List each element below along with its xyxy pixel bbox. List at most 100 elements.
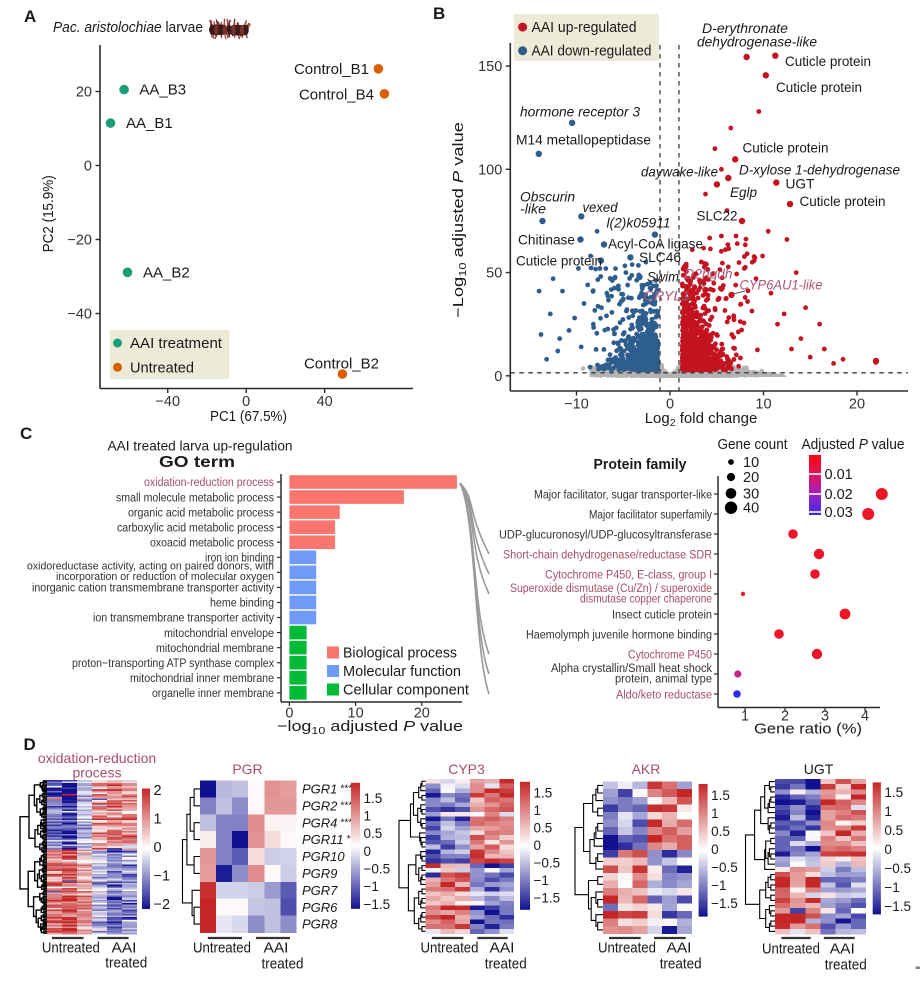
svg-text:dehydrogenase-like: dehydrogenase-like: [697, 35, 817, 50]
svg-text:PGR2 ***: PGR2 ***: [302, 798, 353, 813]
svg-text:Major facilitator superfamily: Major facilitator superfamily: [589, 507, 713, 521]
svg-text:PC1 (67.5%): PC1 (67.5%): [210, 408, 287, 425]
svg-text:CYP6AU1-like: CYP6AU1-like: [740, 278, 823, 293]
svg-text:40: 40: [743, 501, 759, 517]
svg-text:ion transmembrane transporter: ion transmembrane transporter activity: [93, 611, 275, 625]
svg-text:0: 0: [494, 369, 502, 385]
svg-text:proton−transporting ATP syntha: proton−transporting ATP synthase complex: [72, 656, 275, 670]
svg-text:40: 40: [317, 394, 333, 410]
svg-text:10: 10: [743, 455, 759, 471]
svg-text:PGR10: PGR10: [302, 849, 345, 864]
svg-text:Major facilitator, sugar trans: Major facilitator, sugar transporter-lik…: [534, 487, 712, 501]
svg-text:l(2)k05911: l(2)k05911: [607, 216, 671, 231]
svg-text:Chitinase: Chitinase: [518, 233, 575, 248]
svg-text:−Log10 adjusted P value: −Log10 adjusted P value: [450, 122, 469, 318]
svg-text:vexed: vexed: [583, 200, 619, 215]
svg-text:Cuticle protein: Cuticle protein: [743, 141, 829, 156]
svg-text:Cuticle protein: Cuticle protein: [800, 194, 886, 209]
svg-text:process: process: [72, 765, 121, 781]
svg-text:Control_B4: Control_B4: [299, 86, 374, 103]
svg-text:AA_B3: AA_B3: [139, 82, 186, 99]
svg-text:PC2 (15.9%): PC2 (15.9%): [40, 175, 57, 252]
svg-text:Untreated: Untreated: [193, 941, 251, 957]
svg-text:0.03: 0.03: [825, 505, 853, 521]
svg-text:inorganic cation transmembrane: inorganic cation transmembrane transport…: [32, 581, 275, 595]
svg-text:GO term: GO term: [159, 454, 235, 471]
svg-text:Haemolymph juvenile hormone bi: Haemolymph juvenile hormone binding: [526, 627, 712, 641]
svg-text:carboxylic acid metabolic proc: carboxylic acid metabolic process: [117, 520, 274, 534]
svg-text:Log2 fold change: Log2 fold change: [645, 410, 758, 429]
svg-text:1: 1: [154, 811, 162, 827]
svg-text:Cuticle protein: Cuticle protein: [776, 80, 862, 95]
svg-text:10: 10: [755, 397, 771, 413]
svg-text:Pac. aristolochiae larvae: Pac. aristolochiae larvae: [53, 20, 203, 36]
svg-text:AA_B2: AA_B2: [143, 264, 190, 281]
svg-text:PGR11 *: PGR11 *: [302, 832, 351, 847]
svg-text:Eglp: Eglp: [730, 185, 757, 200]
svg-text:mitochondrial membrane: mitochondrial membrane: [156, 641, 274, 655]
svg-text:heme binding: heme binding: [210, 596, 274, 610]
svg-text:−1: −1: [154, 868, 171, 884]
svg-text:AAI down-regulated: AAI down-regulated: [532, 43, 652, 60]
svg-text:Insect cuticle protein: Insect cuticle protein: [612, 607, 712, 621]
svg-text:50: 50: [486, 266, 502, 282]
svg-text:UGT: UGT: [786, 177, 816, 192]
svg-text:−2: −2: [154, 897, 171, 913]
svg-text:1: 1: [364, 809, 372, 824]
svg-text:Protein family: Protein family: [594, 457, 687, 473]
svg-text:daywake-like: daywake-like: [641, 165, 718, 180]
svg-text:PGR8: PGR8: [302, 917, 338, 932]
svg-text:Control_B1: Control_B1: [294, 61, 369, 78]
svg-text:Swim: Swim: [647, 270, 679, 285]
svg-text:20: 20: [849, 397, 865, 413]
svg-text:Molecular function: Molecular function: [343, 663, 461, 680]
svg-text:UDP-glucuronosyl/UDP-glucosylt: UDP-glucuronosyl/UDP-glucosyltransferase: [499, 527, 712, 541]
svg-text:PGR7: PGR7: [302, 883, 338, 898]
svg-text:Cuticle protein: Cuticle protein: [516, 254, 602, 269]
svg-text:100: 100: [478, 162, 502, 178]
svg-text:mitochondrial inner membrane: mitochondrial inner membrane: [130, 671, 274, 685]
svg-text:-like: -like: [520, 202, 546, 217]
svg-text:0: 0: [84, 159, 92, 175]
svg-text:hormone receptor 3: hormone receptor 3: [520, 105, 640, 120]
svg-text:Untreated: Untreated: [42, 941, 100, 957]
svg-text:Biological process: Biological process: [343, 645, 457, 662]
svg-text:Cellular component: Cellular component: [343, 682, 470, 699]
svg-text:D: D: [24, 735, 36, 754]
svg-text:Control_B2: Control_B2: [304, 356, 379, 373]
svg-text:0.01: 0.01: [825, 467, 853, 483]
svg-text:Gene ratio (%): Gene ratio (%): [754, 721, 862, 738]
svg-text:small molecule metabolic proce: small molecule metabolic process: [116, 490, 274, 504]
svg-text:mitochondrial envelope: mitochondrial envelope: [164, 626, 274, 640]
svg-text:SLC46: SLC46: [639, 250, 681, 265]
svg-text:AAI: AAI: [264, 941, 289, 957]
svg-text:−1: −1: [364, 879, 379, 894]
svg-text:protein, animal type: protein, animal type: [615, 671, 712, 685]
svg-text:−1.5: −1.5: [364, 897, 391, 912]
svg-text:Gene count: Gene count: [718, 437, 788, 453]
svg-text:0.5: 0.5: [364, 826, 383, 841]
svg-text:4: 4: [861, 709, 869, 725]
svg-text:PGR6: PGR6: [302, 900, 338, 915]
svg-text:−0.5: −0.5: [364, 861, 391, 876]
svg-text:−10: −10: [564, 397, 589, 413]
svg-text:−20: −20: [67, 233, 92, 249]
svg-text:treated: treated: [105, 955, 147, 971]
svg-text:20: 20: [743, 470, 759, 486]
svg-text:C: C: [20, 424, 32, 443]
svg-text:Short-chain dehydrogenase/redu: Short-chain dehydrogenase/reductase SDR: [503, 547, 712, 561]
svg-text:0: 0: [364, 844, 372, 859]
svg-text:AAI treated larva up-regulatio: AAI treated larva up-regulation: [108, 438, 293, 454]
svg-text:PGR4 ***: PGR4 ***: [302, 815, 353, 830]
svg-text:1: 1: [741, 709, 749, 725]
svg-text:2: 2: [154, 783, 162, 799]
svg-text:treated: treated: [262, 957, 304, 973]
svg-text:CRYL1: CRYL1: [644, 289, 690, 304]
svg-text:CYP3: CYP3: [448, 761, 485, 777]
svg-text:SLC22: SLC22: [697, 209, 738, 224]
svg-text:0: 0: [154, 840, 162, 856]
svg-text:AAI: AAI: [112, 941, 137, 957]
svg-text:D2hgdh: D2hgdh: [685, 267, 733, 282]
svg-text:PGR1 ***: PGR1 ***: [302, 782, 353, 797]
